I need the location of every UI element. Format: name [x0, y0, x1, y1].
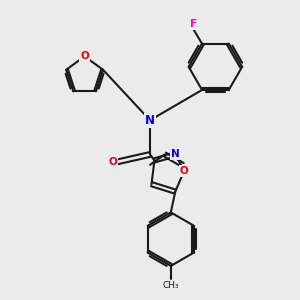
Text: CH₃: CH₃ [163, 281, 179, 290]
Text: O: O [109, 157, 117, 167]
Text: O: O [80, 51, 89, 62]
Text: F: F [190, 19, 197, 29]
Text: N: N [171, 149, 180, 160]
Text: N: N [145, 114, 155, 127]
Text: O: O [180, 166, 189, 176]
